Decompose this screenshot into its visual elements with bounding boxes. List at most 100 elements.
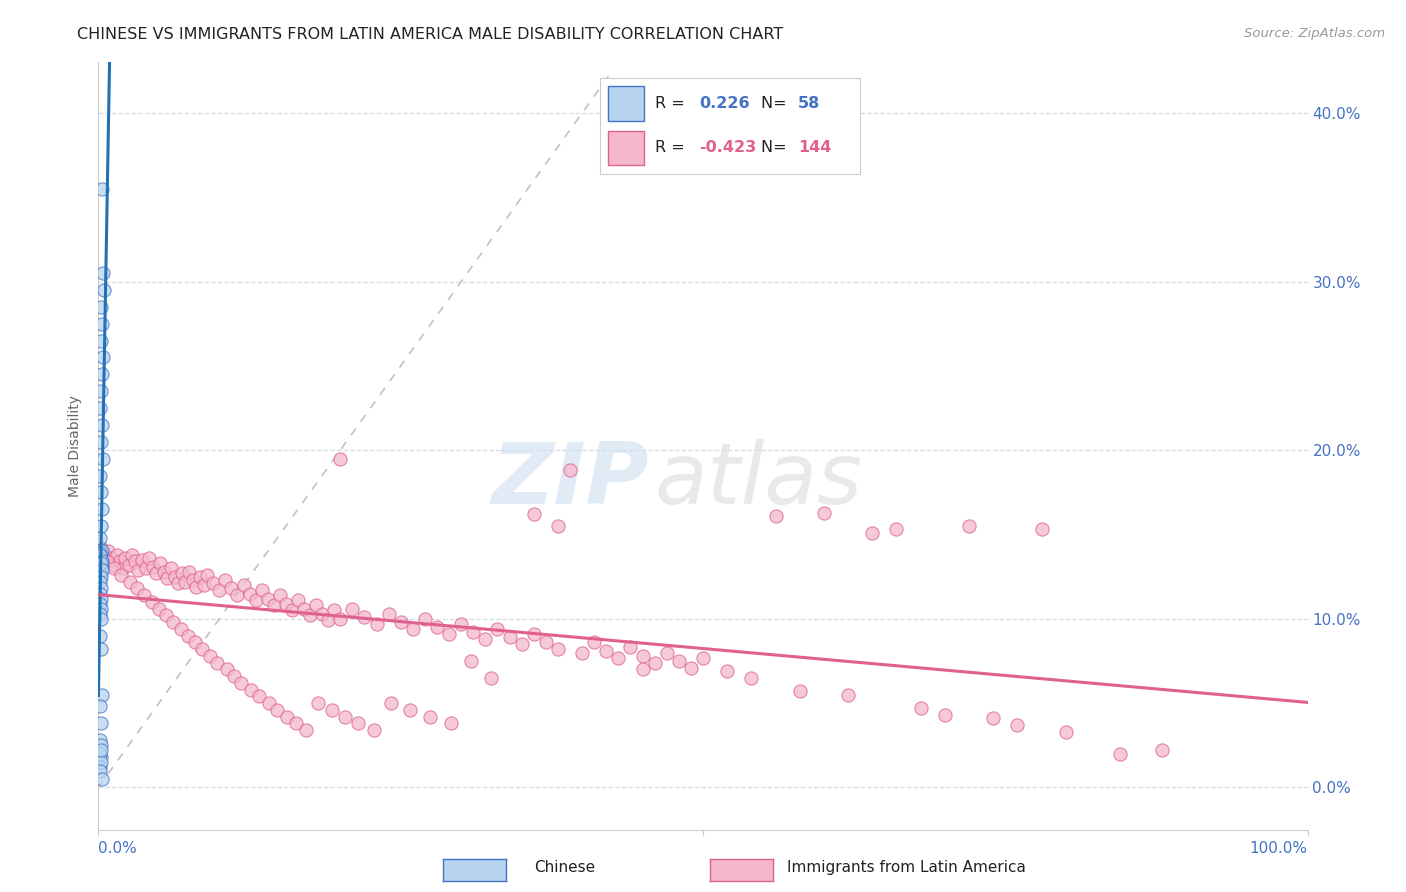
Point: [191, 642, 214, 657]
Point: [402, 622, 425, 636]
Point: [208, 583, 231, 598]
Text: Immigrants from Latin America: Immigrants from Latin America: [787, 860, 1026, 874]
Point: [89, 531, 111, 545]
Point: [860, 525, 883, 540]
Point: [1031, 523, 1053, 537]
Point: [155, 608, 177, 623]
Point: [89, 764, 111, 778]
Point: [100, 551, 122, 566]
Point: [91, 772, 114, 786]
Point: [263, 599, 285, 613]
Point: [257, 696, 280, 710]
Point: [89, 747, 111, 761]
Point: [90, 556, 112, 570]
Point: [571, 646, 593, 660]
Point: [316, 614, 339, 628]
Point: [170, 566, 193, 581]
Point: [90, 485, 112, 500]
Point: [329, 612, 352, 626]
Point: [169, 622, 191, 636]
Point: [96, 554, 118, 568]
Point: [474, 632, 496, 646]
Point: [91, 563, 114, 577]
Point: [90, 591, 112, 606]
Point: [90, 384, 112, 399]
Point: [440, 716, 463, 731]
Point: [595, 644, 617, 658]
Point: [1152, 743, 1174, 757]
Text: Chinese: Chinese: [534, 860, 595, 874]
Point: [910, 701, 932, 715]
Point: [160, 561, 183, 575]
Point: [276, 709, 298, 723]
Point: [460, 654, 482, 668]
Point: [90, 750, 112, 764]
Point: [105, 548, 128, 562]
Point: [108, 554, 131, 568]
Point: [245, 593, 267, 607]
Point: [789, 684, 811, 698]
Point: [90, 519, 112, 533]
Point: [89, 554, 111, 568]
Point: [214, 573, 236, 587]
Point: [256, 591, 278, 606]
Point: [103, 561, 125, 575]
Point: [91, 451, 114, 466]
Text: CHINESE VS IMMIGRANTS FROM LATIN AMERICA MALE DISABILITY CORRELATION CHART: CHINESE VS IMMIGRANTS FROM LATIN AMERICA…: [77, 27, 783, 42]
Point: [380, 696, 402, 710]
Point: [91, 417, 114, 432]
Point: [97, 544, 120, 558]
Point: [284, 716, 307, 731]
Point: [127, 563, 149, 577]
Text: atlas: atlas: [655, 439, 863, 522]
Point: [193, 578, 215, 592]
Point: [342, 601, 364, 615]
Point: [631, 648, 654, 663]
Point: [266, 703, 288, 717]
Point: [583, 635, 606, 649]
Point: [232, 578, 254, 592]
Point: [89, 548, 111, 562]
Point: [91, 554, 114, 568]
Point: [90, 561, 112, 575]
Point: [90, 334, 112, 348]
Point: [127, 582, 149, 596]
Point: [89, 733, 111, 747]
Point: [281, 603, 304, 617]
Point: [679, 661, 702, 675]
Point: [89, 597, 111, 611]
Point: [607, 650, 630, 665]
Point: [215, 662, 238, 676]
Point: [413, 612, 436, 626]
Point: [655, 646, 678, 660]
Point: [347, 716, 370, 731]
Point: [181, 573, 204, 587]
Point: [90, 582, 112, 596]
Point: [205, 656, 228, 670]
Point: [91, 548, 114, 562]
Point: [837, 688, 859, 702]
Point: [131, 553, 153, 567]
Point: [250, 583, 273, 598]
Point: [1007, 718, 1029, 732]
Point: [631, 662, 654, 676]
Point: [89, 574, 111, 589]
Point: [226, 588, 249, 602]
Point: [101, 558, 124, 572]
Point: [110, 568, 132, 582]
Point: [247, 690, 270, 704]
Point: [202, 576, 225, 591]
Point: [89, 468, 111, 483]
Point: [118, 558, 141, 572]
Point: [886, 523, 908, 537]
Point: [90, 738, 112, 752]
Point: [366, 616, 388, 631]
Point: [174, 574, 197, 589]
Point: [308, 696, 330, 710]
Point: [91, 317, 114, 331]
Point: [91, 559, 114, 574]
Point: [89, 629, 111, 643]
Point: [534, 635, 557, 649]
Point: [90, 569, 112, 583]
Point: [292, 601, 315, 615]
